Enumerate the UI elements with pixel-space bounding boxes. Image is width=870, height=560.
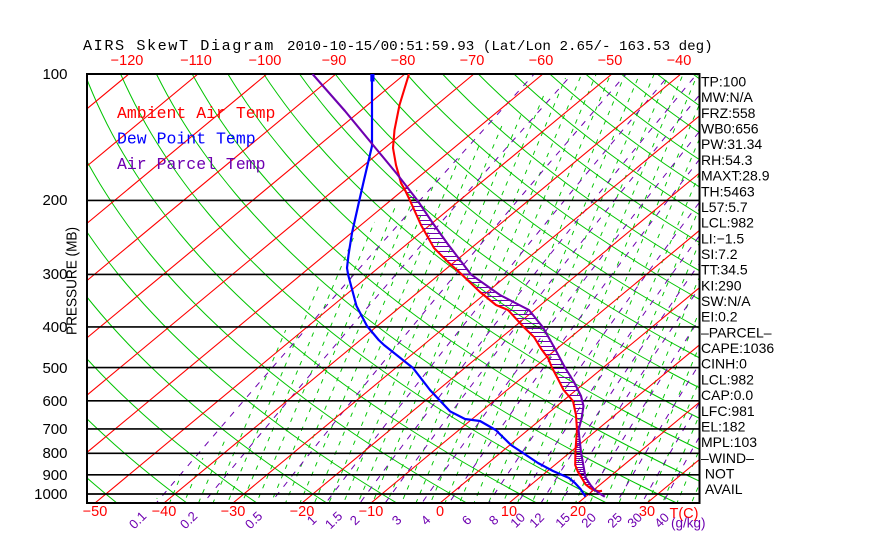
svg-text:200: 200 [42,192,67,209]
svg-text:−30: −30 [221,504,246,520]
svg-text:100: 100 [42,66,67,83]
svg-text:–WIND–: –WIND– [701,450,754,466]
svg-text:−70: −70 [460,53,485,69]
svg-text:TT:34.5: TT:34.5 [701,262,748,278]
svg-text:T(C): T(C) [670,506,699,522]
svg-text:20: 20 [570,504,586,520]
svg-text:SW:N/A: SW:N/A [701,293,751,309]
svg-text:MPL:103: MPL:103 [701,434,757,450]
svg-text:MAXT:28.9: MAXT:28.9 [701,168,770,184]
svg-text:–PARCEL–: –PARCEL– [701,324,772,340]
svg-text:−120: −120 [111,53,144,69]
svg-text:RH:54.3: RH:54.3 [701,152,753,168]
svg-text:AVAIL: AVAIL [701,481,743,497]
svg-text:2010-10-15/00:51:59.93 (Lat/Lo: 2010-10-15/00:51:59.93 (Lat/Lon 2.65/- 1… [287,39,713,55]
svg-text:CAP:0.0: CAP:0.0 [701,387,753,403]
svg-text:400: 400 [42,319,67,336]
svg-text:30: 30 [639,504,655,520]
svg-text:700: 700 [42,421,67,438]
svg-text:CAPE:1036: CAPE:1036 [701,340,774,356]
svg-text:CINH:0: CINH:0 [701,356,747,372]
svg-text:MW:N/A: MW:N/A [701,89,754,105]
svg-text:Air Parcel Temp: Air Parcel Temp [117,155,266,174]
svg-text:−10: −10 [359,504,384,520]
svg-text:−80: −80 [391,53,416,69]
svg-text:FRZ:558: FRZ:558 [701,105,756,121]
svg-text:LCL:982: LCL:982 [701,371,754,387]
svg-text:SI:7.2: SI:7.2 [701,246,738,262]
svg-text:PRESSURE (MB): PRESSURE (MB) [64,227,81,335]
svg-text:LI:−1.5: LI:−1.5 [701,230,744,246]
svg-text:−20: −20 [290,504,315,520]
svg-text:Dew Point Temp: Dew Point Temp [117,130,256,149]
svg-text:1000: 1000 [34,486,67,503]
svg-text:L57:5.7: L57:5.7 [701,199,748,215]
svg-text:NOT: NOT [701,466,735,482]
svg-text:−100: −100 [249,53,282,69]
svg-text:EL:182: EL:182 [701,419,746,435]
svg-text:−40: −40 [667,53,692,69]
svg-text:EI:0.2: EI:0.2 [701,309,738,325]
svg-text:TH:5463: TH:5463 [701,183,755,199]
svg-text:(g/kg): (g/kg) [671,516,706,531]
svg-text:KI:290: KI:290 [701,277,742,293]
svg-text:WB0:656: WB0:656 [701,121,759,137]
svg-text:LCL:982: LCL:982 [701,215,754,231]
svg-text:500: 500 [42,360,67,377]
svg-text:−90: −90 [322,53,347,69]
svg-text:−40: −40 [152,504,177,520]
svg-text:TP:100: TP:100 [701,74,746,90]
svg-text:PW:31.34: PW:31.34 [701,136,762,152]
svg-text:0: 0 [436,504,444,520]
svg-text:−50: −50 [83,504,108,520]
svg-text:10: 10 [501,504,517,520]
svg-text:800: 800 [42,445,67,462]
svg-text:LFC:981: LFC:981 [701,403,755,419]
svg-text:−50: −50 [598,53,623,69]
svg-text:Ambient Air Temp: Ambient Air Temp [117,104,275,123]
svg-text:600: 600 [42,393,67,410]
svg-text:−110: −110 [180,53,212,69]
svg-text:900: 900 [42,467,67,484]
svg-text:−60: −60 [529,53,554,69]
svg-text:300: 300 [42,266,67,283]
svg-text:AIRS SkewT Diagram: AIRS SkewT Diagram [83,37,275,55]
